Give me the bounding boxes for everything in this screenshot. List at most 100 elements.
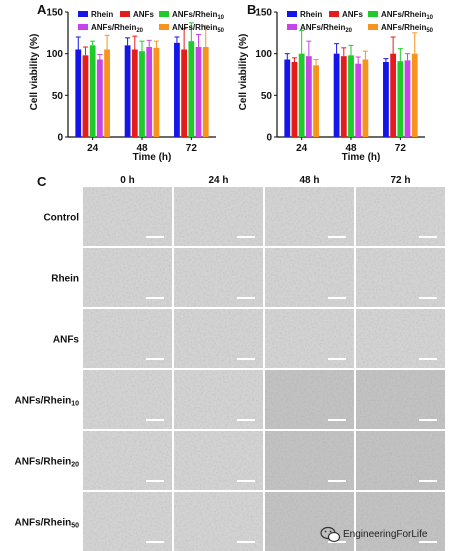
legend-label-main: Rhein	[91, 10, 113, 19]
bar-4	[404, 60, 411, 138]
row-label: ANFs/Rhein20	[15, 457, 80, 469]
row-label-main: Control	[43, 213, 79, 224]
bar-5	[153, 47, 160, 138]
bar-5	[202, 47, 209, 137]
legend-label-main: ANFs/Rhein	[172, 23, 217, 32]
bar-4	[305, 56, 312, 137]
legend-label: ANFs/Rhein50	[172, 23, 225, 34]
legend-label-sub: 20	[136, 28, 143, 34]
bar-5	[313, 65, 319, 137]
bar-4	[195, 47, 202, 137]
legend-label: Rhein	[91, 10, 113, 19]
bar-3	[298, 53, 305, 137]
legend-label-main: ANFs/Rhein	[172, 10, 217, 19]
row-label-sub: 10	[71, 401, 79, 408]
legend-swatch	[287, 11, 297, 17]
legend-label: ANFs/Rhein50	[381, 23, 434, 34]
panel-letter-c: C	[37, 174, 47, 189]
bar-2	[291, 62, 298, 137]
panel-letter-a: A	[37, 2, 47, 17]
legend-label-sub: 50	[426, 28, 433, 34]
legend-swatch	[329, 11, 339, 17]
chart-b-ylabel: Cell viability (%)	[238, 34, 249, 111]
column-header: 72 h	[390, 175, 410, 186]
legend-label-main: ANFs/Rhein	[381, 23, 426, 32]
row-label: ANFs	[53, 335, 80, 346]
bar-2	[131, 49, 138, 137]
y-tick-label: 50	[261, 91, 273, 102]
legend-label: ANFs/Rhein10	[381, 10, 434, 21]
bar-1	[333, 53, 340, 137]
legend-swatch	[287, 24, 297, 30]
bar-1	[383, 62, 389, 137]
row-label-main: Rhein	[51, 274, 79, 285]
bar-2	[340, 56, 347, 137]
row-label: ANFs/Rhein50	[15, 518, 80, 530]
x-tick-label: 24	[296, 143, 308, 154]
x-tick-label: 48	[136, 143, 148, 154]
wechat-icon	[320, 526, 341, 543]
bar-2	[181, 49, 188, 137]
legend-label-main: Rhein	[300, 10, 322, 19]
bar-3	[397, 61, 404, 137]
row-label-sub: 50	[71, 523, 79, 530]
bar-1	[174, 42, 180, 138]
legend-label-main: ANFs/Rhein	[91, 23, 136, 32]
chart-b: Cell viability (%) Time (h) 0 50 100 150 24 4…	[238, 8, 434, 164]
bar-4	[96, 59, 103, 137]
chart-b-xlabel: Time (h)	[342, 152, 381, 163]
x-tick-label: 72	[395, 143, 407, 154]
bar-3	[139, 51, 145, 137]
y-tick-label: 50	[52, 91, 64, 102]
column-header: 48 h	[299, 175, 319, 186]
y-tick-label: 0	[57, 133, 63, 144]
x-tick-label: 72	[186, 143, 198, 154]
micrograph-grid: 0 h 24 h 48 h 72 h Control Rhein ANFs ANFs/Rhei…	[15, 175, 445, 551]
y-tick-label: 100	[255, 49, 272, 60]
legend-label: Rhein	[300, 10, 322, 19]
bar-4	[146, 47, 153, 137]
legend-swatch	[120, 11, 130, 17]
chart-a-ylabel: Cell viability (%)	[29, 34, 40, 111]
legend-swatch	[78, 11, 88, 17]
bar-3	[188, 41, 195, 137]
legend-label: ANFs	[133, 10, 154, 19]
x-tick-label: 48	[345, 143, 357, 154]
row-label: Rhein	[51, 274, 79, 285]
legend-label: ANFs/Rhein20	[300, 23, 353, 34]
row-label: ANFs/Rhein10	[15, 396, 80, 408]
column-header: 0 h	[120, 175, 134, 186]
bar-5	[362, 59, 369, 137]
row-label-sub: 20	[71, 462, 79, 469]
legend-label-sub: 20	[345, 28, 352, 34]
bar-1	[75, 49, 82, 137]
panel-letter-b: B	[247, 2, 256, 17]
legend-swatch	[159, 11, 169, 17]
row-label-main: ANFs/Rhein	[15, 457, 72, 468]
x-tick-label: 24	[87, 143, 99, 154]
bar-3	[348, 55, 354, 138]
bar-3	[89, 45, 96, 138]
chart-a: Cell viability (%) Time (h) 0 50 100 150 24 4…	[29, 8, 225, 164]
legend-label-main: ANFs/Rhein	[300, 23, 345, 32]
watermark-text: EngineeringForLife	[343, 529, 428, 540]
row-label-main: ANFs	[53, 335, 80, 346]
bar-5	[411, 53, 418, 137]
bar-4	[355, 63, 362, 137]
row-label-main: ANFs/Rhein	[15, 396, 72, 407]
legend-swatch	[159, 24, 169, 30]
legend-swatch	[368, 11, 378, 17]
legend-swatch	[78, 24, 88, 30]
chart-a-xlabel: Time (h)	[133, 152, 172, 163]
y-tick-label: 150	[255, 8, 272, 19]
legend-label-sub: 10	[426, 15, 433, 21]
y-tick-label: 0	[266, 133, 272, 144]
y-tick-label: 100	[46, 49, 63, 60]
bar-5	[104, 49, 110, 137]
row-label: Control	[43, 213, 79, 224]
legend-label: ANFs/Rhein10	[172, 10, 225, 21]
legend-label-sub: 50	[217, 28, 224, 34]
bar-2	[390, 53, 397, 137]
watermark: EngineeringForLife	[320, 526, 428, 543]
